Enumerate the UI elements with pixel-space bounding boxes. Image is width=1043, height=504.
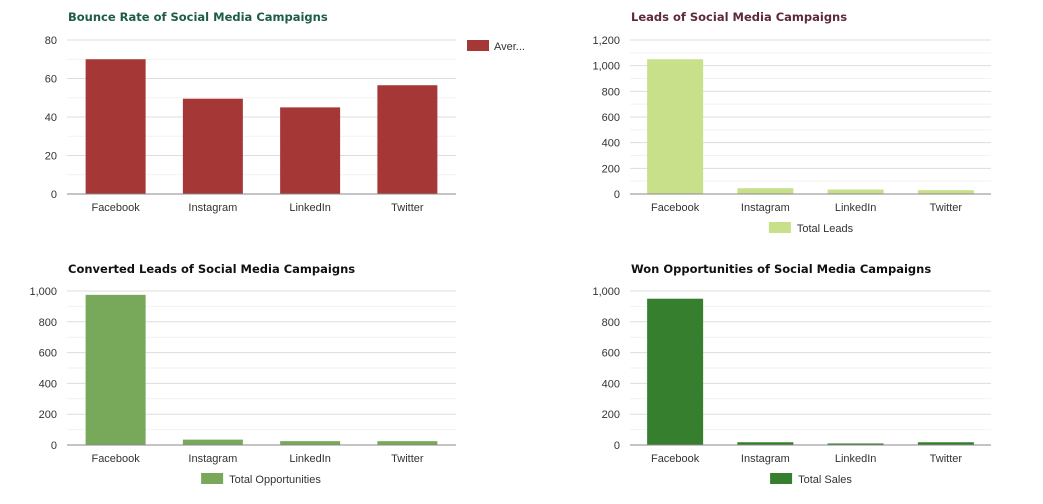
- x-tick-label: Facebook: [651, 453, 700, 465]
- x-tick-label: Instagram: [741, 453, 790, 465]
- x-tick-label: LinkedIn: [289, 202, 331, 214]
- bar[interactable]: [377, 441, 438, 445]
- converted-leads-chart-panel: Converted Leads of Social Media Campaign…: [0, 252, 540, 502]
- bar[interactable]: [182, 439, 243, 445]
- bar[interactable]: [737, 442, 794, 445]
- y-tick-label: 200: [602, 409, 620, 421]
- y-tick-label: 400: [602, 378, 620, 390]
- x-tick-label: Facebook: [91, 202, 140, 214]
- y-tick-label: 800: [602, 86, 620, 98]
- bar[interactable]: [737, 188, 794, 194]
- bar[interactable]: [377, 85, 438, 194]
- bar[interactable]: [827, 189, 884, 194]
- legend-label[interactable]: Total Leads: [797, 223, 854, 235]
- leads-chart: 0 200 400 600 800 1,000 1,200 Facebook Instagram…: [592, 35, 991, 235]
- y-tick-label: 200: [602, 163, 620, 175]
- legend-swatch[interactable]: [770, 473, 793, 484]
- y-tick-label: 600: [602, 112, 620, 124]
- x-tick-label: Twitter: [391, 202, 424, 214]
- y-tick-label: 800: [602, 317, 620, 329]
- y-tick-label: 1,200: [592, 35, 620, 47]
- y-tick-label: 600: [39, 348, 57, 360]
- y-tick-label: 80: [45, 35, 57, 47]
- x-tick-label: Facebook: [651, 202, 700, 214]
- x-tick-label: LinkedIn: [289, 453, 331, 465]
- bar[interactable]: [182, 98, 243, 194]
- bar[interactable]: [85, 59, 146, 194]
- legend-swatch[interactable]: [768, 222, 791, 233]
- x-tick-label: Facebook: [91, 453, 140, 465]
- legend-swatch[interactable]: [201, 473, 224, 484]
- chart-title: Converted Leads of Social Media Campaign…: [68, 262, 356, 276]
- y-tick-label: 1,000: [592, 61, 620, 73]
- y-tick-label: 400: [602, 138, 620, 150]
- x-tick-label: Instagram: [188, 202, 237, 214]
- converted-leads-chart: 0 200 400 600 800 1,000 Facebook Instagram Linke…: [29, 286, 456, 486]
- chart-title: Leads of Social Media Campaigns: [631, 10, 848, 24]
- won-opportunities-chart-panel: Won Opportunities of Social Media Campai…: [560, 252, 1043, 502]
- bar[interactable]: [280, 107, 341, 194]
- leads-chart-panel: Leads of Social Media Campaigns 0 200 400 6…: [560, 0, 1043, 250]
- bar[interactable]: [827, 443, 884, 445]
- y-tick-label: 0: [51, 189, 57, 201]
- y-tick-label: 40: [45, 112, 57, 124]
- bar[interactable]: [85, 294, 146, 445]
- x-tick-label: Instagram: [188, 453, 237, 465]
- x-tick-label: LinkedIn: [835, 202, 877, 214]
- legend-label[interactable]: Total Sales: [798, 474, 852, 486]
- legend-label[interactable]: Total Opportunities: [229, 474, 321, 486]
- y-tick-label: 1,000: [592, 286, 620, 298]
- bar[interactable]: [647, 59, 704, 194]
- legend-label[interactable]: Aver...: [494, 41, 525, 53]
- x-tick-label: LinkedIn: [835, 453, 877, 465]
- y-tick-label: 20: [45, 151, 57, 163]
- won-opportunities-chart: 0 200 400 600 800 1,000 Facebook Instagram Linke…: [592, 286, 991, 486]
- x-tick-label: Instagram: [741, 202, 790, 214]
- bounce-rate-chart-panel: Bounce Rate of Social Media Campaigns 0 2…: [0, 0, 540, 250]
- bar[interactable]: [647, 298, 704, 445]
- bounce-rate-chart: 0 20 40 60 80 Facebook Instagram LinkedIn Twitte…: [45, 35, 525, 214]
- chart-title: Bounce Rate of Social Media Campaigns: [68, 10, 328, 24]
- y-tick-label: 800: [39, 317, 57, 329]
- y-tick-label: 0: [614, 189, 620, 201]
- bar[interactable]: [917, 442, 974, 445]
- bar[interactable]: [280, 441, 341, 445]
- x-tick-label: Twitter: [930, 453, 963, 465]
- y-tick-label: 0: [614, 440, 620, 452]
- y-tick-label: 600: [602, 348, 620, 360]
- legend-swatch[interactable]: [467, 40, 489, 51]
- x-tick-label: Twitter: [930, 202, 963, 214]
- y-tick-label: 200: [39, 409, 57, 421]
- bar[interactable]: [917, 190, 974, 194]
- chart-title: Won Opportunities of Social Media Campai…: [631, 262, 932, 276]
- y-tick-label: 60: [45, 74, 57, 86]
- y-tick-label: 1,000: [29, 286, 57, 298]
- x-tick-label: Twitter: [391, 453, 424, 465]
- y-tick-label: 400: [39, 378, 57, 390]
- y-tick-label: 0: [51, 440, 57, 452]
